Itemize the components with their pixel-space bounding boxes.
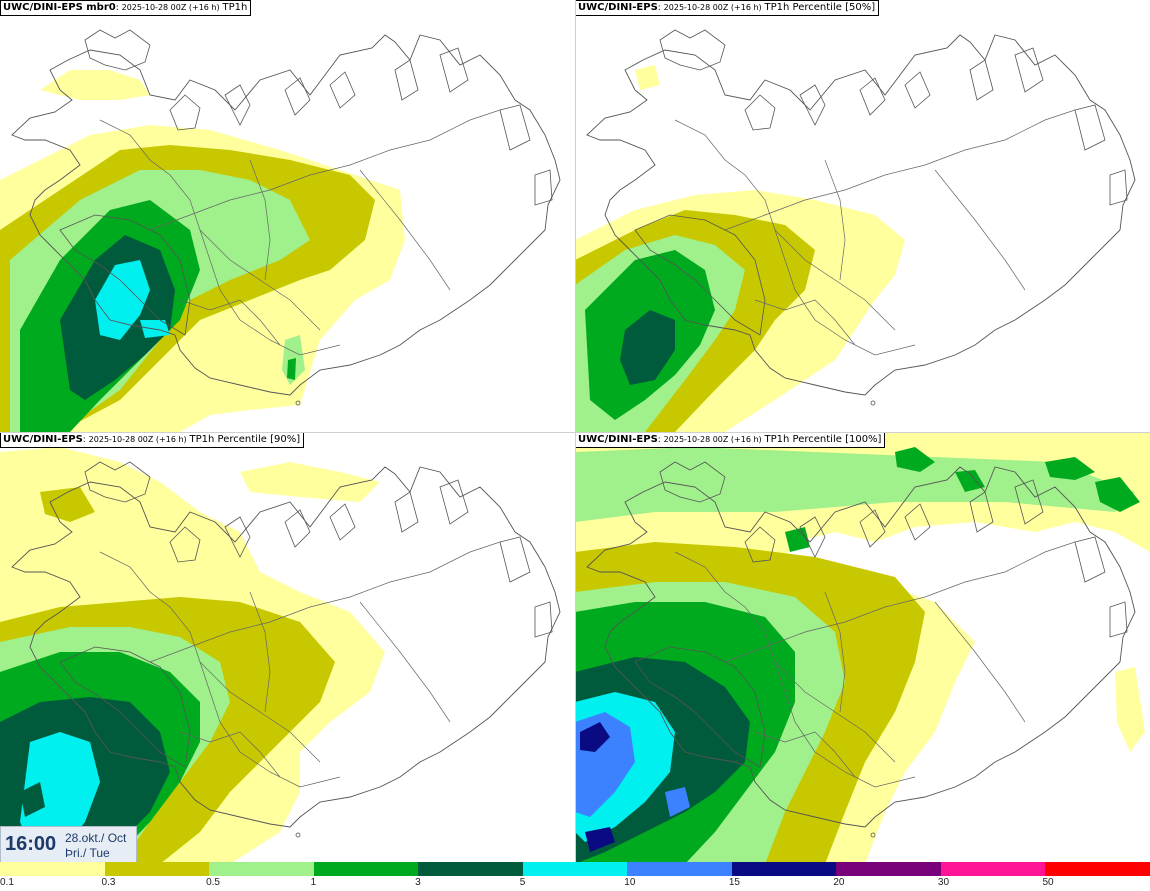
- colorbar-segment: [940, 862, 1046, 876]
- run-time: 2025-10-28 00Z (+16 h): [121, 3, 220, 12]
- run-time: 2025-10-28 00Z (+16 h): [663, 3, 762, 12]
- colorbar-segment: [522, 862, 628, 876]
- field-name: TP1h Percentile [90%]: [189, 434, 301, 445]
- colorbar-segment: [418, 862, 524, 876]
- map-panel-p100: UWC/DINI-EPS: 2025-10-28 00Z (+16 h) TP1…: [575, 432, 1150, 864]
- panel-title: UWC/DINI-EPS: 2025-10-28 00Z (+16 h) TP1…: [575, 0, 880, 16]
- precipitation-map: [0, 29, 561, 432]
- panel-divider-horizontal: [0, 432, 1150, 433]
- field-name: TP1h Percentile [100%]: [764, 434, 882, 445]
- colorbar-label: 0.5: [206, 877, 220, 888]
- colorbar-segment: [731, 862, 837, 876]
- panel-title: UWC/DINI-EPS mbr0: 2025-10-28 00Z (+16 h…: [0, 0, 252, 16]
- colorbar-labels: 0.1 0.3 0.5 1 3 5 10 15 20 30 50: [0, 877, 1150, 891]
- valid-time-box: 16:00 28.okt./ Oct Þri./ Tue: [0, 826, 137, 864]
- map-panel-mbr0: UWC/DINI-EPS mbr0: 2025-10-28 00Z (+16 h…: [0, 0, 575, 432]
- colorbar-segment: [1045, 862, 1150, 876]
- colorbar-segment: [104, 862, 210, 876]
- valid-day: Þri./ Tue: [65, 846, 110, 860]
- colorbar-label: 5: [519, 877, 526, 888]
- model-name: UWC/DINI-EPS mbr0: [3, 2, 116, 13]
- colorbar-label: 20: [833, 877, 845, 888]
- colorbar-label: 15: [728, 877, 740, 888]
- model-name: UWC/DINI-EPS: [3, 434, 83, 445]
- colorbar-label: 30: [937, 877, 950, 888]
- run-time: 2025-10-28 00Z (+16 h): [88, 435, 187, 444]
- panel-title: UWC/DINI-EPS: 2025-10-28 00Z (+16 h) TP1…: [575, 432, 886, 448]
- colorbar-label: 1: [310, 877, 317, 888]
- map-panel-p50: UWC/DINI-EPS: 2025-10-28 00Z (+16 h) TP1…: [575, 0, 1150, 432]
- colorbar: [0, 862, 1150, 876]
- colorbar-label: 0.3: [101, 877, 116, 888]
- precipitation-map: [575, 432, 1150, 864]
- model-name: UWC/DINI-EPS: [578, 434, 658, 445]
- colorbar-label: 3: [415, 877, 421, 888]
- field-name: TP1h: [222, 2, 248, 13]
- precipitation-map: [575, 29, 1136, 432]
- colorbar-segment: [627, 862, 733, 876]
- run-time: 2025-10-28 00Z (+16 h): [663, 435, 762, 444]
- panel-title: UWC/DINI-EPS: 2025-10-28 00Z (+16 h) TP1…: [0, 432, 305, 448]
- colorbar-segment: [313, 862, 419, 876]
- colorbar-label: 0.1: [0, 877, 14, 888]
- colorbar-label: 10: [624, 877, 636, 888]
- panel-divider-vertical: [575, 0, 576, 862]
- model-name: UWC/DINI-EPS: [578, 2, 658, 13]
- valid-date: 28.okt./ Oct: [65, 831, 127, 845]
- colorbar-segment: [0, 862, 106, 876]
- valid-time: 16:00: [5, 833, 57, 855]
- colorbar-segment: [836, 862, 942, 876]
- map-panel-p90: UWC/DINI-EPS: 2025-10-28 00Z (+16 h) TP1…: [0, 432, 575, 864]
- colorbar-label: 50: [1042, 877, 1054, 888]
- precipitation-map: [0, 447, 561, 864]
- colorbar-segment: [209, 862, 315, 876]
- field-name: TP1h Percentile [50%]: [764, 2, 876, 13]
